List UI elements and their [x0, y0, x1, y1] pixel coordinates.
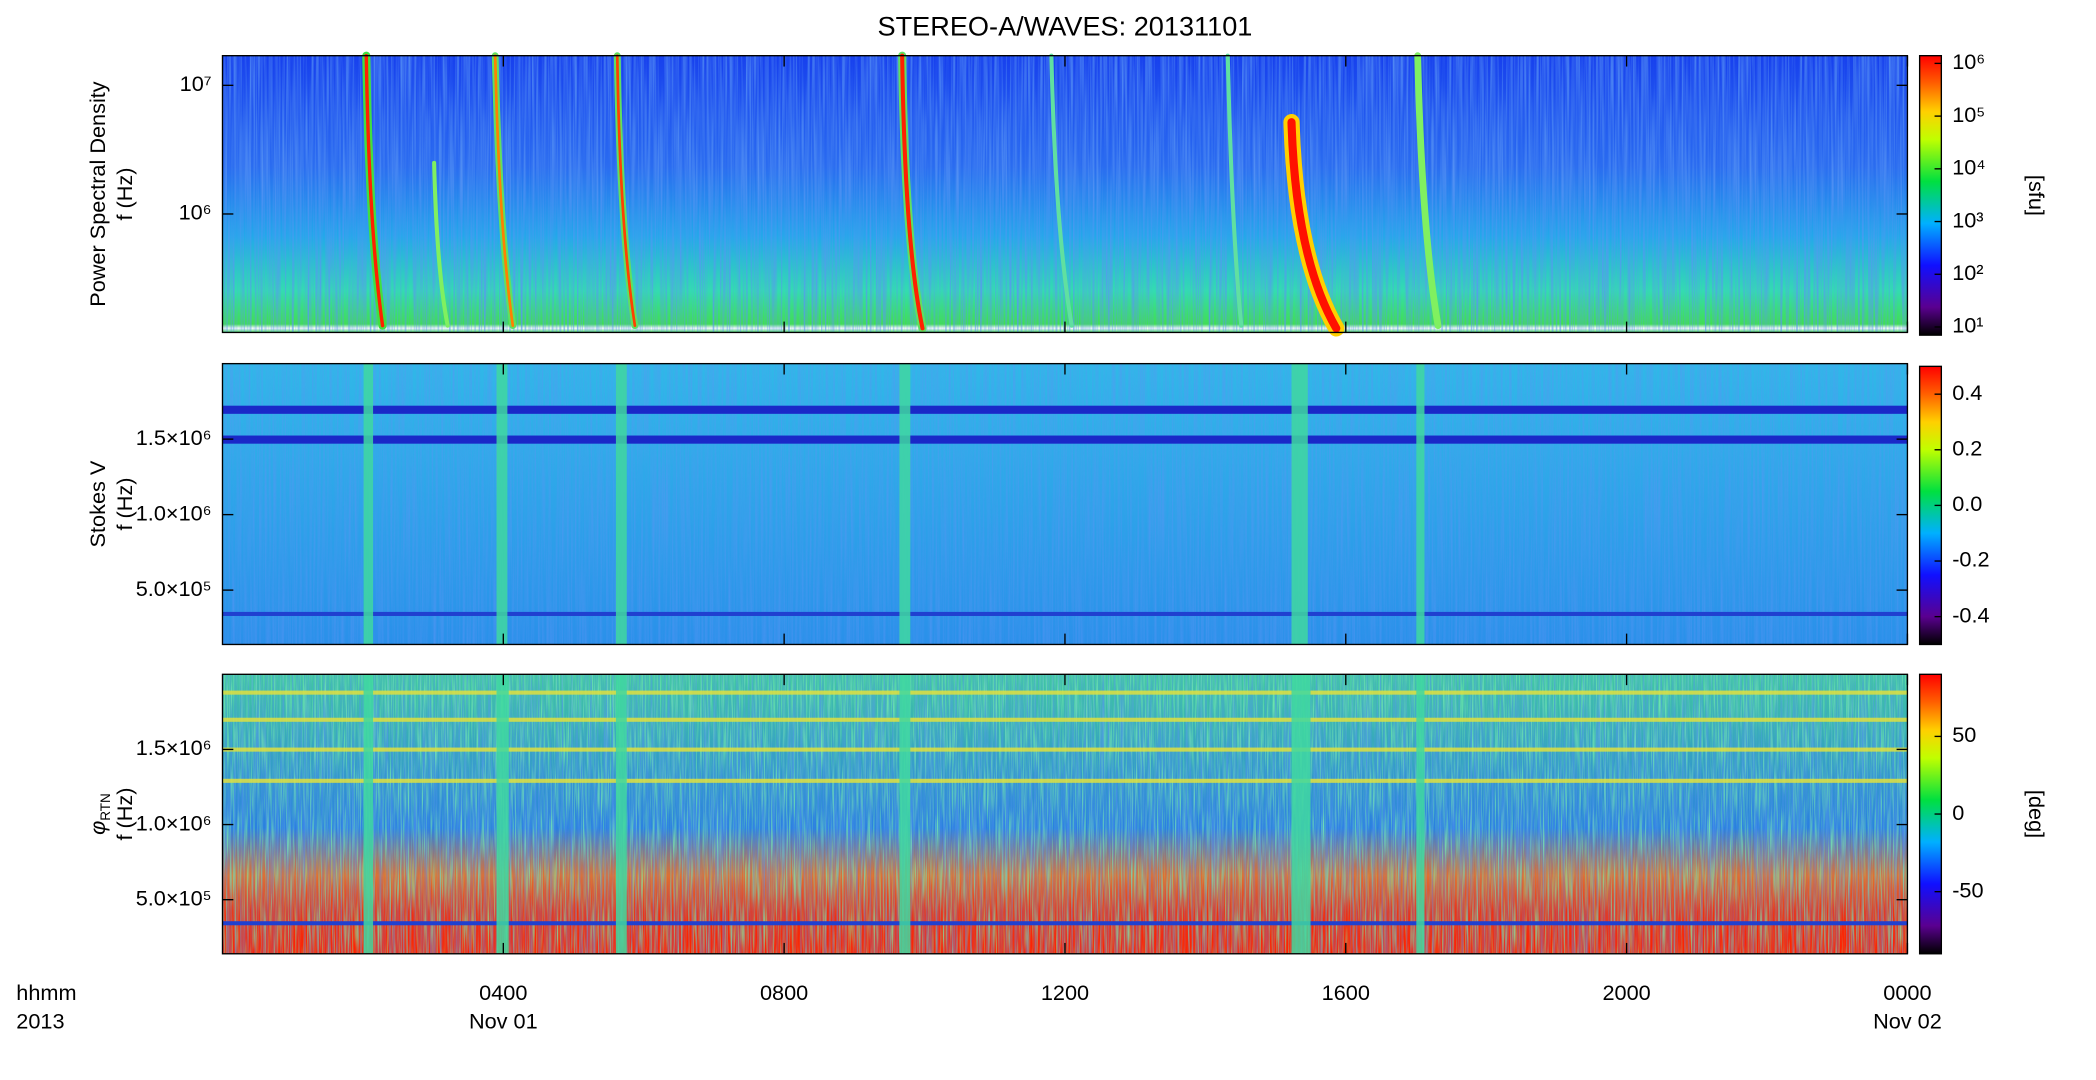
colorbar-tick-label: 10¹ [1952, 313, 1983, 338]
colorbar-label: [deg] [2024, 790, 2049, 838]
colorbar-tick-label: 0 [1952, 800, 1964, 825]
y-label-subscript: RTN [97, 793, 112, 821]
colorbar-tick-label: 10⁴ [1952, 155, 1985, 180]
colorbar-tick-label: 50 [1952, 722, 1976, 747]
y-axis-label: Power Spectral Density [85, 81, 110, 307]
colorbar-tick-label: 0.0 [1952, 491, 1982, 516]
colorbar-tick-label: 10⁵ [1952, 102, 1985, 127]
spectrogram-image [222, 51, 1908, 954]
x-date-label: Nov 02 [1873, 1009, 1942, 1034]
colorbar-tick-label: 10² [1952, 260, 1983, 285]
y-tick-label: 1.0×10⁶ [136, 810, 212, 835]
colorbar-tick-label: 10⁶ [1952, 49, 1985, 74]
colorbar-tick-label: 0.2 [1952, 436, 1982, 461]
y-axis-label: Stokes V [85, 460, 110, 547]
x-date-label: Nov 01 [469, 1009, 538, 1034]
y-tick-label: 10⁷ [180, 71, 212, 96]
colorbar-tick-label: -0.4 [1952, 602, 1989, 627]
x-axis-label: 2013 [16, 1009, 64, 1034]
y-axis-label: f (Hz) [112, 788, 137, 841]
x-tick-label: 0400 [479, 980, 527, 1005]
y-axis-label: f (Hz) [112, 168, 137, 221]
y-tick-label: 10⁶ [179, 200, 212, 225]
y-tick-label: 5.0×10⁵ [136, 885, 212, 910]
x-tick-label: 1200 [1041, 980, 1089, 1005]
colorbar-tick-label: -0.2 [1952, 547, 1989, 572]
y-tick-label: 1.5×10⁶ [136, 425, 212, 450]
x-tick-label: 0000 [1883, 980, 1931, 1005]
y-tick-label: 5.0×10⁵ [136, 576, 212, 601]
y-label-symbol: φ [85, 821, 110, 835]
y-axis-label: φRTN [85, 793, 113, 835]
x-axis-label: hhmm [16, 980, 76, 1005]
colorbar-label: [sfu] [2024, 175, 2049, 216]
colorbar-tick-label: 10³ [1952, 207, 1983, 232]
x-tick-label: 2000 [1602, 980, 1650, 1005]
y-axis-label: f (Hz) [112, 478, 137, 531]
colorbar-tick-label: -50 [1952, 877, 1983, 902]
y-tick-label: 1.5×10⁶ [136, 735, 212, 760]
chart-title: STEREO-A/WAVES: 20131101 [878, 11, 1253, 42]
colorbar-tick-label: 0.4 [1952, 380, 1982, 405]
x-tick-label: 0800 [760, 980, 808, 1005]
x-tick-label: 1600 [1322, 980, 1370, 1005]
y-tick-label: 1.0×10⁶ [136, 500, 212, 525]
